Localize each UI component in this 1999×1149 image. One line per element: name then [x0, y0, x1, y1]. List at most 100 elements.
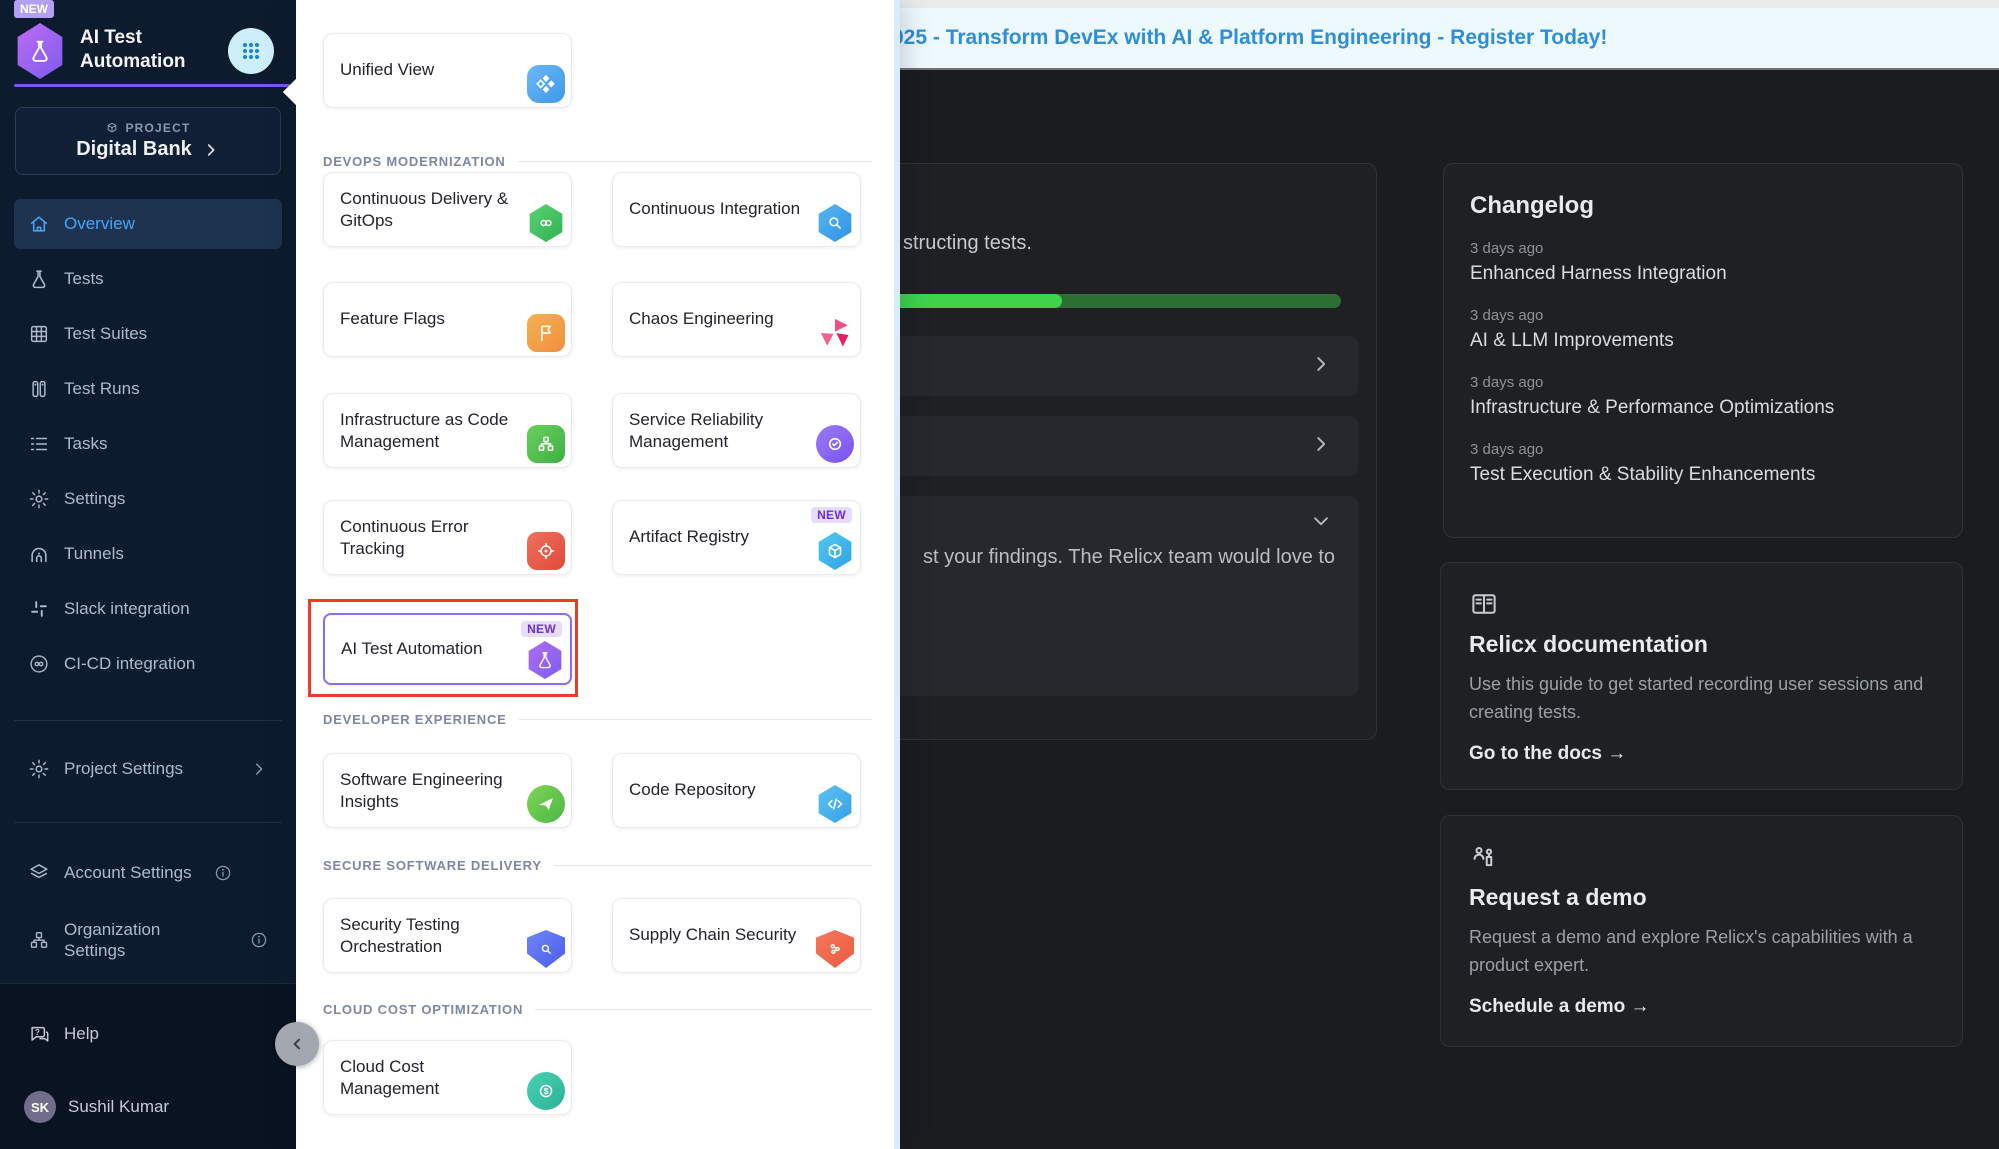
artifact-registry-icon	[818, 532, 852, 570]
software-engineering-insights-icon	[527, 785, 565, 823]
module-picker-flyout: Unified View DEVOPS MODERNIZATION Contin…	[282, 0, 900, 1149]
module-card-continuous-integration[interactable]: Continuous Integration	[612, 172, 861, 247]
grid-9-dots-icon	[243, 43, 259, 59]
app-logo-icon	[17, 23, 63, 79]
cube-icon	[105, 121, 119, 135]
module-card-service-reliability[interactable]: Service Reliability Management	[612, 393, 861, 468]
project-name: Digital Bank	[76, 138, 192, 160]
gear-icon	[28, 488, 50, 510]
module-label: Chaos Engineering	[629, 309, 774, 329]
columns-icon	[28, 378, 50, 400]
user-name: Sushil Kumar	[68, 1097, 170, 1116]
security-testing-orchestration-icon	[527, 930, 565, 968]
module-label: Software Engineering Insights	[340, 770, 503, 811]
module-label: Supply Chain Security	[629, 925, 797, 945]
new-badge: NEW	[521, 621, 562, 637]
sidebar-item-label: CI-CD integration	[64, 654, 196, 673]
sidebar-item-tests[interactable]: Tests	[14, 254, 282, 304]
top-strip	[296, 0, 1999, 8]
sidebar-item-label: Test Suites	[64, 324, 148, 343]
info-icon[interactable]	[214, 864, 232, 882]
documentation-description: Use this guide to get started recording …	[1469, 674, 1924, 722]
new-badge: NEW	[811, 507, 852, 523]
module-card-cloud-cost-management[interactable]: Cloud Cost Management $	[323, 1040, 572, 1115]
svg-text:$: $	[544, 1086, 549, 1096]
module-card-supply-chain-security[interactable]: Supply Chain Security	[612, 898, 861, 973]
sidebar-item-project-settings[interactable]: Project Settings	[14, 744, 282, 794]
continuous-integration-icon	[818, 204, 852, 242]
list-icon	[28, 433, 50, 455]
promo-banner-text[interactable]: 025 - Transform DevEx with AI & Platform…	[892, 26, 1608, 49]
sidebar-item-test-runs[interactable]: Test Runs	[14, 364, 282, 414]
module-card-continuous-delivery[interactable]: Continuous Delivery & GitOps	[323, 172, 572, 247]
sidebar-item-label: Settings	[64, 489, 126, 508]
module-grid-button[interactable]	[228, 28, 274, 74]
section-title: DEVOPS MODERNIZATION	[323, 154, 506, 169]
sidebar-item-label: Slack integration	[64, 599, 190, 618]
module-card-software-engineering-insights[interactable]: Software Engineering Insights	[323, 753, 572, 828]
sidebar-item-overview[interactable]: Overview	[14, 199, 282, 249]
changelog-entry-time: 3 days ago	[1470, 240, 1544, 257]
app-title: AI Test Automation	[80, 27, 186, 72]
section-cloud-cost-optimization: CLOUD COST OPTIMIZATION	[323, 1002, 872, 1017]
changelog-entry: 3 days ago AI & LLM Improvements	[1470, 307, 1936, 352]
module-card-security-testing-orchestration[interactable]: Security Testing Orchestration	[323, 898, 572, 973]
section-rule	[553, 865, 872, 866]
module-card-continuous-error-tracking[interactable]: Continuous Error Tracking	[323, 500, 572, 575]
sidebar-item-cicd-integration[interactable]: CI-CD integration	[14, 639, 282, 689]
module-label: Continuous Delivery & GitOps	[340, 189, 509, 230]
link-loop-icon	[28, 653, 50, 675]
info-icon[interactable]	[250, 931, 268, 949]
chevron-right-icon	[1310, 353, 1332, 375]
sidebar-item-test-suites[interactable]: Test Suites	[14, 309, 282, 359]
sidebar-collapse-handle[interactable]	[275, 1022, 319, 1066]
module-label: Artifact Registry	[629, 527, 749, 547]
sidebar-item-tasks[interactable]: Tasks	[14, 419, 282, 469]
sidebar-item-settings[interactable]: Settings	[14, 474, 282, 524]
module-card-infrastructure-as-code[interactable]: Infrastructure as Code Management	[323, 393, 572, 468]
chevron-down-icon	[1310, 510, 1332, 532]
project-label: PROJECT	[125, 121, 191, 135]
module-card-ai-test-automation[interactable]: NEW AI Test Automation	[323, 613, 572, 685]
section-title: CLOUD COST OPTIMIZATION	[323, 1002, 524, 1017]
go-to-docs-link[interactable]: Go to the docs →	[1469, 742, 1627, 764]
layers-icon	[28, 862, 50, 884]
sidebar-item-label: Tasks	[64, 434, 108, 453]
chevron-right-icon	[1310, 433, 1332, 455]
changelog-entry-text: AI & LLM Improvements	[1470, 330, 1674, 351]
module-label: Service Reliability Management	[629, 410, 764, 451]
sidebar-item-slack-integration[interactable]: Slack integration	[14, 584, 282, 634]
schedule-demo-link[interactable]: Schedule a demo →	[1469, 995, 1650, 1017]
chevron-right-icon	[202, 141, 220, 159]
continuous-error-tracking-icon	[527, 532, 565, 570]
slack-icon	[28, 598, 50, 620]
home-icon	[28, 213, 50, 235]
changelog-entry: 3 days ago Enhanced Harness Integration	[1470, 240, 1936, 285]
changelog-entry: 3 days ago Test Execution & Stability En…	[1470, 441, 1936, 486]
tunnel-icon	[28, 543, 50, 565]
divider	[14, 720, 282, 721]
sidebar-item-account-settings[interactable]: Account Settings	[14, 848, 282, 898]
sidebar-item-tunnels[interactable]: Tunnels	[14, 529, 282, 579]
module-label: Feature Flags	[340, 309, 445, 329]
help-button[interactable]: ? Help	[14, 1011, 282, 1057]
module-card-code-repository[interactable]: Code Repository	[612, 753, 861, 828]
getting-started-text: structing tests.	[903, 232, 1032, 254]
service-reliability-icon	[816, 425, 854, 463]
module-label: Security Testing Orchestration	[340, 915, 460, 956]
sidebar-item-label: Tests	[64, 269, 104, 288]
sidebar-item-organization-settings[interactable]: Organization Settings	[14, 908, 282, 972]
module-card-unified-view[interactable]: Unified View	[323, 33, 572, 108]
module-card-feature-flags[interactable]: Feature Flags	[323, 282, 572, 357]
request-demo-title: Request a demo	[1469, 884, 1647, 910]
grid-icon	[28, 323, 50, 345]
section-developer-experience: DEVELOPER EXPERIENCE	[323, 712, 872, 727]
section-secure-software-delivery: SECURE SOFTWARE DELIVERY	[323, 858, 872, 873]
module-card-chaos-engineering[interactable]: Chaos Engineering	[612, 282, 861, 357]
sidebar-footer: ? Help SK Sushil Kumar	[0, 983, 296, 1149]
avatar: SK	[24, 1091, 56, 1123]
module-card-artifact-registry[interactable]: NEW Artifact Registry	[612, 500, 861, 575]
user-menu[interactable]: SK Sushil Kumar	[14, 1084, 282, 1130]
project-selector[interactable]: PROJECT Digital Bank	[15, 107, 281, 175]
